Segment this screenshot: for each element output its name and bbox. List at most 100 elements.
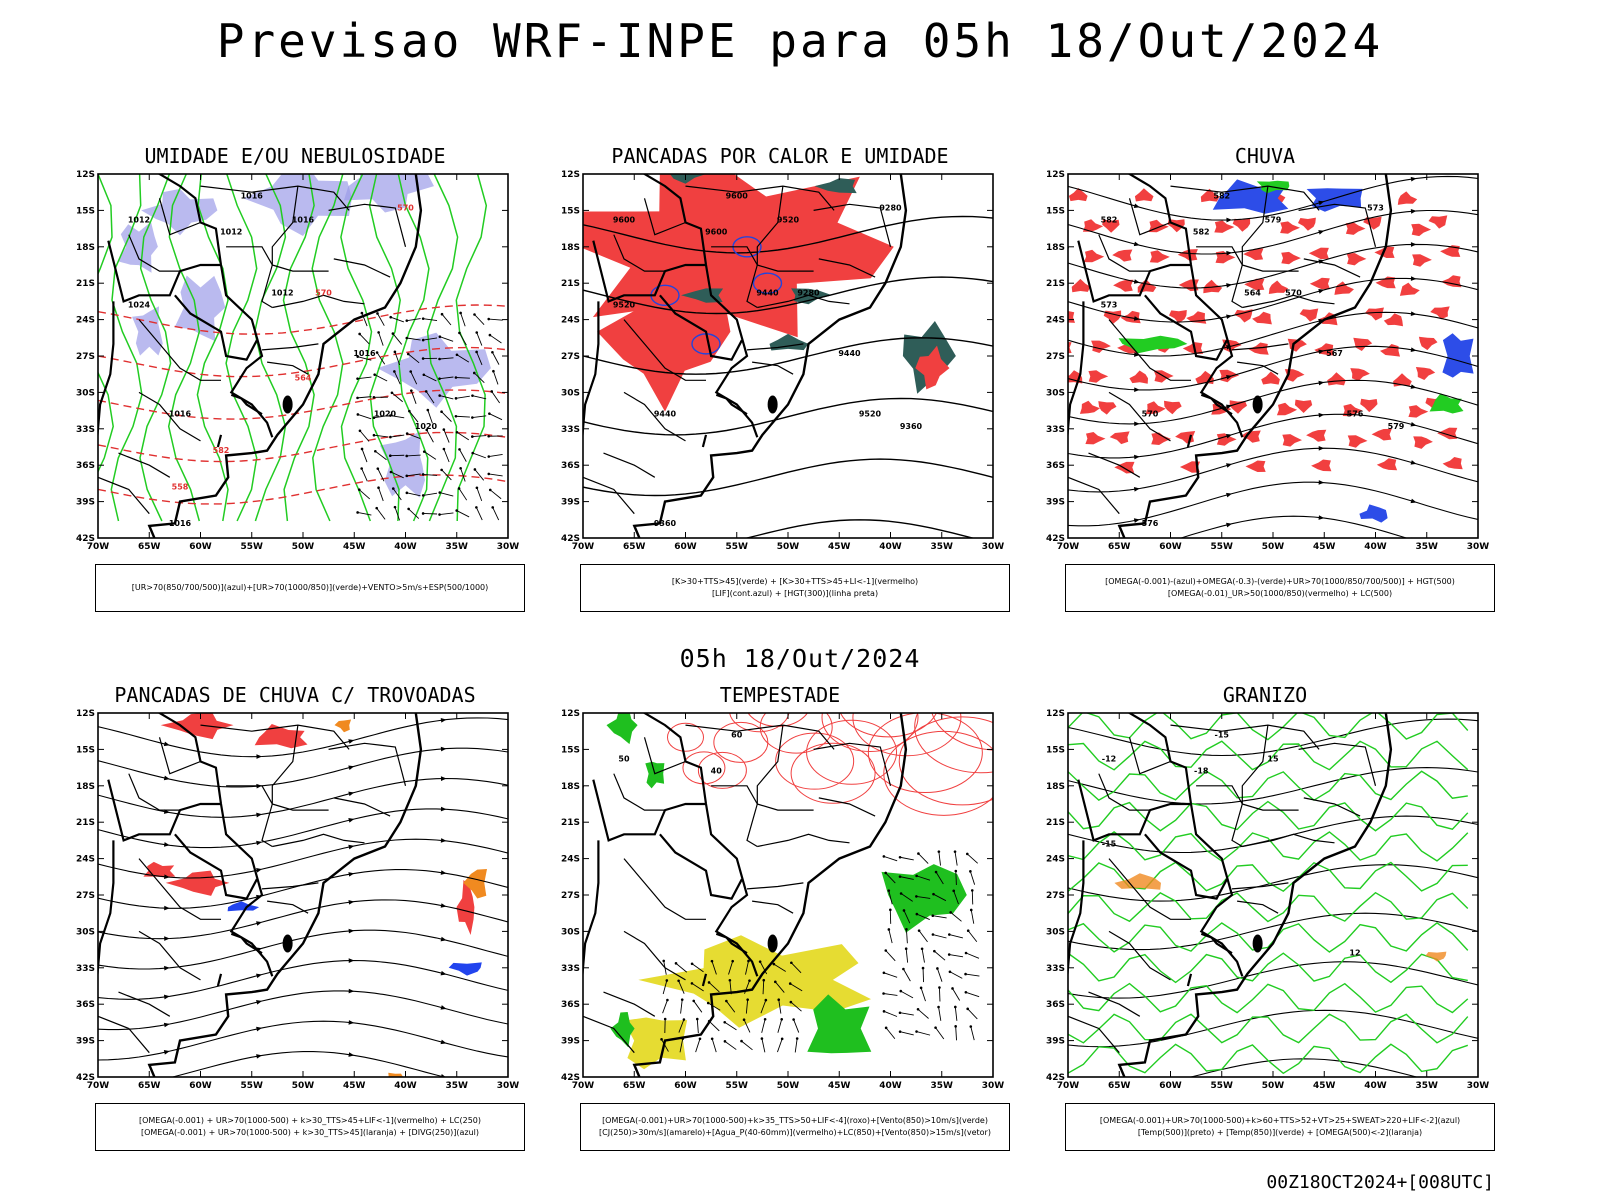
wind-vector: [488, 318, 503, 321]
state-border: [1231, 343, 1289, 351]
wind-vector-head: [898, 855, 902, 859]
panel-title: PANCADAS POR CALOR E UMIDADE: [611, 144, 949, 168]
wind-vector: [883, 855, 898, 862]
jet-area-yellow: [623, 1017, 688, 1070]
streamline: [1179, 515, 1409, 538]
humidity-contour-green: [167, 174, 201, 522]
streamline-arrow: [256, 840, 262, 846]
rain-area-red: [1399, 282, 1420, 296]
wind-vector: [696, 1019, 699, 1034]
contour-label: 9520: [613, 300, 636, 309]
wind-vector: [439, 376, 454, 380]
humidity-contour-green: [455, 174, 488, 522]
wind-vector-head: [360, 311, 364, 315]
state-border: [746, 343, 804, 351]
state-border: [643, 737, 686, 775]
country-border: [174, 294, 258, 361]
rain-area-red: [1347, 435, 1368, 448]
lat-tick-label: 30S: [561, 927, 580, 937]
wind-vector: [967, 930, 978, 943]
wind-vector: [423, 513, 438, 515]
state-border: [271, 725, 329, 811]
wind-vector: [934, 950, 946, 961]
lat-tick-label: 42S: [76, 534, 95, 544]
wind-vector: [675, 963, 688, 973]
wind-vector-head: [764, 998, 768, 1002]
lon-tick-label: 60W: [189, 542, 212, 552]
rain-area-red: [1371, 428, 1392, 441]
rain-area-red: [1200, 188, 1220, 203]
streamline-arrow: [440, 870, 447, 875]
lat-tick-label: 30S: [561, 388, 580, 398]
lat-tick-label: 21S: [561, 279, 580, 289]
wind-vector: [903, 968, 911, 982]
wind-vector-head: [455, 431, 459, 434]
wind-vector-head: [948, 970, 952, 974]
wind-vector-head: [438, 394, 442, 397]
lon-tick-label: 70W: [87, 1081, 110, 1091]
wind-vector: [423, 318, 438, 321]
wind-vector: [903, 910, 911, 924]
lagoa-dos-patos: [767, 395, 778, 414]
wind-vector: [695, 1038, 701, 1053]
lon-tick-label: 55W: [726, 542, 749, 552]
wind-vector-head: [725, 999, 728, 1003]
wind-vector: [488, 473, 503, 477]
country-border: [216, 434, 223, 448]
wind-vector-head: [931, 914, 935, 918]
wind-vector-head: [492, 369, 495, 373]
thickness-contour-red: [98, 304, 508, 335]
rain-area-red: [1350, 368, 1370, 381]
lon-tick-label: 35W: [1416, 1081, 1439, 1091]
wind-vector: [745, 960, 749, 975]
rain-area-red: [1085, 432, 1106, 445]
temp500-contour: [1068, 1009, 1478, 1048]
wind-vector: [488, 454, 503, 457]
hgt300-contour: [583, 458, 993, 497]
lon-tick-label: 50W: [777, 1081, 800, 1091]
lon-tick-label: 35W: [931, 542, 954, 552]
contour-label: 573: [1367, 203, 1384, 212]
wind-vector-head: [490, 390, 494, 393]
streamline-arrow: [1318, 380, 1325, 386]
rain-area-red: [1342, 403, 1363, 417]
wind-vector: [424, 451, 437, 460]
lon-tick-label: 30W: [497, 542, 520, 552]
wind-vector: [773, 963, 786, 972]
streamline-arrow: [1226, 433, 1232, 439]
wind-vector-head: [356, 377, 359, 380]
lat-tick-label: 24S: [561, 855, 580, 865]
wind-vector-head: [949, 911, 952, 914]
country-border: [174, 833, 258, 900]
wind-vector: [711, 961, 717, 975]
wind-vector-head: [409, 370, 413, 373]
wind-vector-head: [758, 960, 762, 963]
state-border: [757, 833, 850, 848]
state-border: [98, 476, 150, 515]
lagoa-dos-patos: [1252, 395, 1263, 414]
rain-area-red: [1430, 306, 1450, 320]
wind-vector: [458, 488, 468, 501]
contour-label: 1016: [292, 216, 315, 225]
humidity-contour-green: [282, 174, 315, 522]
humidity-area-blue: [118, 221, 158, 273]
map-granizo: -15 -12 -18 15 12 -15 12S 15S 18S 21S 24S 27S 30S 33S…: [1046, 709, 1489, 1091]
wind-vector: [439, 395, 454, 400]
wind-vector: [691, 963, 704, 973]
wind-vector-head: [915, 912, 919, 916]
wind-vector: [476, 332, 483, 346]
state-border: [128, 234, 180, 272]
wind-vector-head: [471, 435, 474, 438]
streamline-arrow: [440, 903, 447, 908]
instability-area-red: [915, 345, 950, 390]
wind-vector: [491, 391, 501, 404]
wind-vector: [916, 913, 930, 920]
wind-vector: [460, 312, 466, 327]
wind-vector-head: [389, 315, 393, 319]
wind-vector-head: [790, 961, 793, 965]
wind-vector: [357, 512, 372, 516]
wind-vector: [777, 1038, 783, 1053]
streamline-arrow: [348, 818, 355, 823]
wind-vector-head: [442, 447, 446, 451]
